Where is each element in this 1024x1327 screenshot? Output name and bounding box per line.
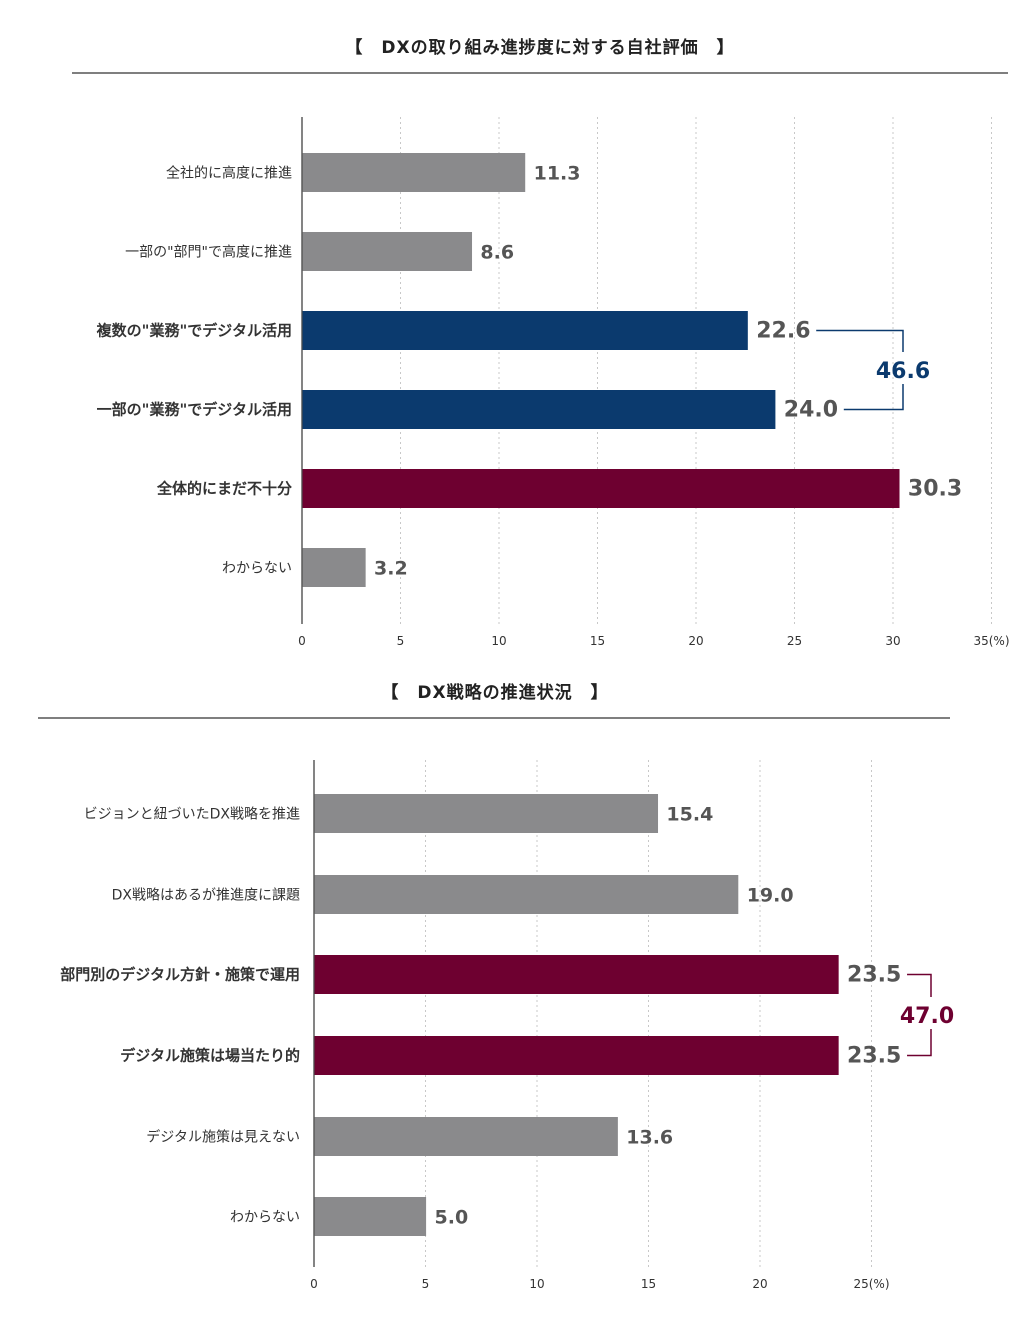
bar bbox=[302, 232, 473, 271]
x-tick-label: 20 bbox=[752, 1277, 767, 1291]
x-tick-label: 25 bbox=[787, 634, 802, 648]
sum-bracket bbox=[907, 973, 932, 1057]
bar bbox=[314, 1197, 427, 1236]
chart-title: 【 DXの取り組み進捗度に対する自社評価 】 bbox=[345, 37, 734, 58]
bar bbox=[314, 1117, 618, 1156]
x-tick-label: 35(%) bbox=[973, 634, 1009, 648]
x-tick-label: 30 bbox=[885, 634, 900, 648]
x-tick-label: 10 bbox=[529, 1277, 544, 1291]
bar bbox=[302, 390, 776, 429]
category-label: 全体的にまだ不十分 bbox=[156, 480, 292, 498]
bar bbox=[302, 548, 366, 587]
value-label: 22.6 bbox=[756, 319, 810, 344]
value-label: 8.6 bbox=[480, 242, 514, 264]
category-label: 複数の"業務"でデジタル活用 bbox=[96, 322, 292, 340]
category-label: ビジョンと紐づいたDX戦略を推進 bbox=[84, 807, 300, 823]
x-tick-label: 5 bbox=[422, 1277, 430, 1291]
category-label: デジタル施策は場当たり的 bbox=[120, 1047, 300, 1065]
chart-dx-strategy-status: 【 DX戦略の推進状況 】 0 5 10 15 20 25(%) ビジョンと紐づいたDX戦略… bbox=[38, 682, 954, 1291]
bar bbox=[314, 875, 739, 914]
x-tick-label: 0 bbox=[298, 634, 306, 648]
x-tick-label: 15 bbox=[641, 1277, 656, 1291]
bar bbox=[302, 469, 900, 508]
value-label: 23.5 bbox=[847, 1044, 901, 1069]
x-tick-label: 5 bbox=[397, 634, 405, 648]
value-label: 15.4 bbox=[666, 804, 713, 826]
bar bbox=[314, 794, 659, 833]
sum-label: 46.6 bbox=[876, 359, 930, 384]
sum-bracket bbox=[816, 329, 904, 411]
category-label: 一部の"業務"でデジタル活用 bbox=[97, 401, 292, 419]
value-label: 3.2 bbox=[374, 558, 408, 580]
category-label: わからない bbox=[230, 1210, 300, 1226]
category-label: わからない bbox=[222, 561, 292, 577]
sum-label: 47.0 bbox=[900, 1004, 954, 1029]
category-label: DX戦略はあるが推進度に課題 bbox=[112, 888, 300, 904]
category-label: 一部の"部門"で高度に推進 bbox=[125, 244, 292, 261]
category-label: 全社的に高度に推進 bbox=[166, 165, 292, 182]
chart-progress-self-evaluation: 【 DXの取り組み進捗度に対する自社評価 】 0 5 10 15 20 25 30 35(%)… bbox=[72, 37, 1010, 648]
value-label: 13.6 bbox=[626, 1127, 673, 1149]
value-label: 11.3 bbox=[534, 163, 581, 185]
x-tick-label: 10 bbox=[491, 634, 506, 648]
bar bbox=[302, 311, 748, 350]
bar bbox=[302, 153, 526, 192]
value-label: 5.0 bbox=[435, 1207, 469, 1229]
x-tick-label: 25(%) bbox=[853, 1277, 889, 1291]
value-label: 30.3 bbox=[908, 477, 962, 502]
bar bbox=[314, 955, 839, 994]
x-tick-label: 15 bbox=[590, 634, 605, 648]
bar bbox=[314, 1036, 839, 1075]
x-tick-label: 0 bbox=[310, 1277, 318, 1291]
x-tick-label: 20 bbox=[688, 634, 703, 648]
chart-title: 【 DX戦略の推進状況 】 bbox=[381, 682, 608, 703]
value-label: 23.5 bbox=[847, 963, 901, 988]
value-label: 24.0 bbox=[784, 398, 838, 423]
category-label: デジタル施策は見えない bbox=[146, 1129, 300, 1146]
value-label: 19.0 bbox=[747, 885, 794, 907]
category-label: 部門別のデジタル方針・施策で運用 bbox=[60, 966, 300, 984]
